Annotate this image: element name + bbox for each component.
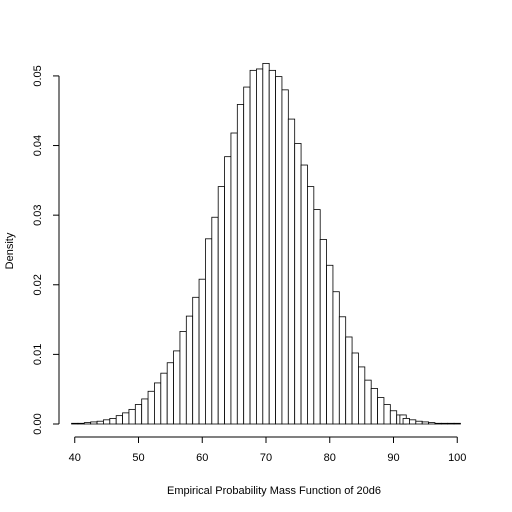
histogram-bar xyxy=(338,316,347,425)
histogram-bar xyxy=(249,69,257,425)
histogram-bar xyxy=(141,398,149,425)
x-tick-label: 50 xyxy=(132,452,144,464)
y-axis: 0.00 0.01 0.02 0.03 0.04 0.05 xyxy=(32,65,60,435)
histogram-bar xyxy=(166,362,174,425)
histogram-bar xyxy=(96,420,104,425)
histogram-bar xyxy=(230,132,238,425)
histogram-bar xyxy=(147,390,155,425)
x-tick-label: 60 xyxy=(196,452,208,464)
histogram-bar xyxy=(173,350,181,425)
x-tick-label: 90 xyxy=(387,452,399,464)
histogram-bar xyxy=(377,397,385,425)
histogram-bar xyxy=(90,421,98,425)
histogram-bar xyxy=(294,143,302,425)
histogram-bar xyxy=(453,422,461,425)
histogram-bar xyxy=(383,404,391,425)
histogram-bar xyxy=(268,69,276,425)
y-tick-label: 0.02 xyxy=(32,274,44,295)
histogram-bar xyxy=(275,76,283,425)
histogram-bar xyxy=(160,372,168,425)
histogram-bar xyxy=(224,156,232,425)
histogram-bar xyxy=(128,408,136,425)
histogram-bar xyxy=(428,422,436,425)
histogram-bar xyxy=(358,366,366,425)
histogram-bar xyxy=(243,86,251,425)
histogram-bar xyxy=(364,379,372,425)
histogram-bar xyxy=(351,352,359,425)
histogram-bar xyxy=(287,118,296,425)
histogram-bar xyxy=(389,410,398,425)
histogram-bar xyxy=(154,382,162,425)
x-tick-label: 100 xyxy=(448,452,466,464)
histogram-bar xyxy=(370,388,378,425)
histogram-bar xyxy=(115,415,123,425)
histogram-bar xyxy=(103,419,111,425)
histogram-bar xyxy=(134,404,143,425)
x-tick-label: 80 xyxy=(324,452,336,464)
histogram-bar xyxy=(122,412,130,425)
histogram-bar xyxy=(307,186,315,425)
histogram-bar xyxy=(185,315,194,425)
histogram-bar xyxy=(211,216,219,425)
histogram-bar xyxy=(109,418,117,425)
histogram-bar xyxy=(300,164,308,425)
x-tick-label: 40 xyxy=(69,452,81,464)
bars-group xyxy=(71,62,461,425)
y-tick-label: 0.04 xyxy=(32,135,44,156)
histogram-bar xyxy=(179,331,187,425)
histogram-bar xyxy=(217,186,225,425)
histogram-bar xyxy=(192,296,200,425)
histogram-bar xyxy=(319,239,327,425)
histogram-bar xyxy=(440,422,449,425)
histogram-bar xyxy=(77,422,85,425)
histogram-bar xyxy=(447,422,455,425)
y-tick-label: 0.05 xyxy=(32,65,44,86)
histogram-bar xyxy=(83,422,92,425)
histogram-bar xyxy=(332,291,340,425)
y-tick-label: 0.01 xyxy=(32,344,44,365)
histogram-bar xyxy=(415,420,423,425)
y-axis-title: Density xyxy=(4,232,16,269)
histogram-bar xyxy=(421,421,429,425)
histogram-bar xyxy=(236,104,245,425)
histogram-bar xyxy=(326,264,334,425)
histogram-bar xyxy=(345,336,353,425)
histogram-bar xyxy=(434,422,442,425)
y-tick-label: 0.00 xyxy=(32,413,44,434)
histogram-bar xyxy=(409,419,417,425)
x-axis-title: Empirical Probability Mass Function of 2… xyxy=(167,485,381,497)
histogram-bar xyxy=(281,89,289,425)
histogram-bar xyxy=(256,68,264,425)
histogram-bar xyxy=(205,238,213,425)
histogram-bar xyxy=(71,422,79,425)
x-tick-label: 70 xyxy=(260,452,272,464)
histogram-bar xyxy=(198,278,206,425)
histogram-bar xyxy=(262,62,270,425)
x-axis: 40 50 60 70 80 90 100 xyxy=(69,436,466,464)
histogram-bar xyxy=(313,209,321,425)
y-tick-label: 0.03 xyxy=(32,204,44,225)
histogram-bar xyxy=(402,418,410,425)
